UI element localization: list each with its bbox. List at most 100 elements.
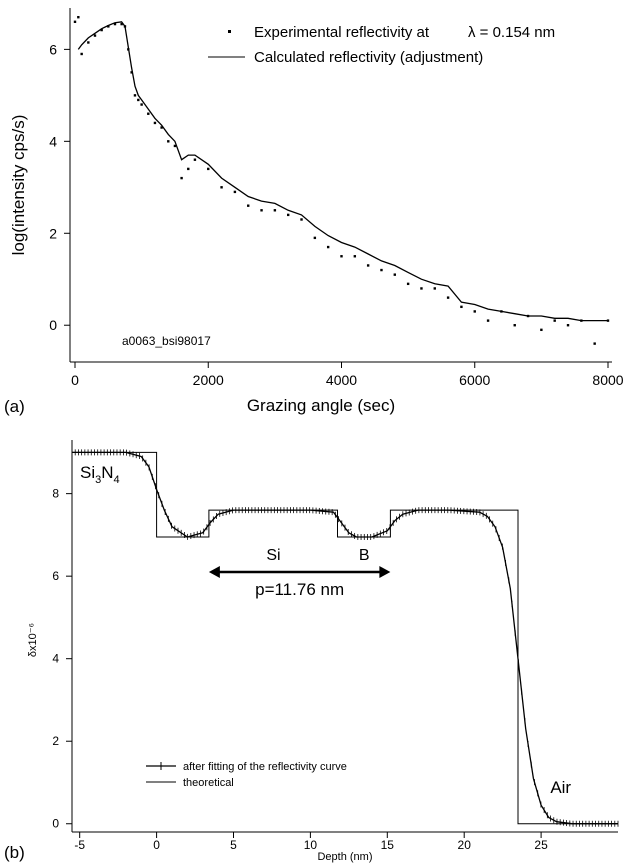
theoretical-series (72, 451, 618, 825)
chart-b-y-ticks: 0 2 4 6 8 (52, 487, 72, 831)
period-label: p=11.76 nm (255, 580, 344, 599)
chart-b-y-tick-label: 4 (52, 652, 59, 666)
experimental-reflectivity-series (73, 15, 610, 345)
experimental-point (593, 342, 596, 345)
period-arrow (208, 566, 391, 579)
experimental-point (353, 255, 357, 258)
chart-a-annotation: a0063_bsi98017 (122, 334, 211, 348)
calculated-reflectivity-series (77, 21, 608, 322)
experimental-point (500, 310, 503, 313)
legend-fit-label: after fitting of the reflectivity curve (183, 761, 347, 773)
experimental-point (300, 218, 303, 221)
chart-a-x-tick-label: 8000 (592, 372, 623, 388)
experimental-point (137, 98, 140, 102)
experimental-point (366, 264, 370, 267)
chart-a-x-tick-label: 4000 (326, 372, 357, 388)
period-arrow-left-head (208, 566, 220, 579)
experimental-point (406, 282, 410, 286)
experimental-point (340, 255, 343, 258)
experimental-point (160, 126, 163, 129)
b-layer-label: B (359, 547, 370, 564)
experimental-point (133, 94, 137, 97)
chart-b-x-ticks: -5 0 5 10 15 20 25 (74, 832, 548, 852)
experimental-point (606, 319, 610, 322)
chart-b-y-axis-label: δx10⁻⁶ (27, 623, 39, 657)
experimental-point (140, 103, 143, 106)
chart-a-x-tick-label: 0 (71, 372, 79, 388)
experimental-point (580, 319, 583, 322)
chart-b-x-tick-label: 10 (304, 838, 318, 852)
experimental-point (173, 144, 177, 148)
experimental-point (220, 186, 223, 189)
experimental-point (233, 190, 237, 194)
experimental-point (187, 167, 190, 171)
chart-b-x-tick-label: 15 (381, 838, 395, 852)
experimental-point (420, 287, 423, 290)
chart-b-y-tick-label: 2 (52, 734, 59, 748)
reflectivity-chart: 0 2000 4000 6000 8000 0 2 4 6 Experimental refl… (4, 8, 623, 416)
legend-calculated-label: Calculated reflectivity (adjustment) (254, 49, 483, 66)
legend-dot-marker (228, 30, 231, 33)
chart-a-y-tick-label: 6 (49, 41, 57, 57)
experimental-point (473, 310, 476, 313)
experimental-point (566, 324, 570, 327)
experimental-point (77, 15, 80, 19)
chart-b-y-tick-label: 0 (52, 817, 59, 831)
experimental-point (313, 236, 317, 240)
experimental-point (120, 22, 123, 26)
chart-b-x-tick-label: 25 (534, 838, 548, 852)
experimental-point (107, 25, 110, 28)
experimental-point (130, 71, 133, 74)
experimental-point (433, 287, 436, 290)
experimental-point (123, 25, 127, 28)
experimental-point (147, 112, 150, 115)
experimental-point (153, 121, 157, 125)
experimental-point (93, 34, 97, 37)
fitted-series (71, 449, 619, 827)
experimental-point (380, 268, 383, 272)
experimental-point (540, 328, 543, 332)
legend-theoretical-label: theoretical (183, 777, 234, 789)
experimental-point (73, 20, 77, 23)
experimental-point (180, 176, 183, 180)
experimental-point (80, 52, 83, 56)
experimental-point (167, 140, 170, 143)
chart-a-y-tick-label: 4 (49, 133, 57, 149)
experimental-point (193, 158, 197, 161)
si-layer-label: Si (266, 547, 280, 564)
experimental-point (393, 273, 396, 276)
chart-a-x-axis-label: Grazing angle (sec) (247, 396, 395, 415)
experimental-point (100, 28, 103, 32)
experimental-point (486, 319, 490, 322)
chart-b-panel-label: (b) (4, 843, 25, 862)
chart-b-x-tick-label: 5 (230, 838, 237, 852)
theoretical-line (72, 451, 618, 825)
experimental-point (260, 209, 263, 212)
chart-b-legend: after fitting of the reflectivity curve … (146, 761, 347, 789)
legend-wavelength-label: λ = 0.154 nm (468, 24, 555, 41)
air-label: Air (550, 778, 571, 797)
chart-a-y-axis-label: log(intensity cps/s) (9, 115, 28, 256)
si3n4-label: Si3N4 (80, 463, 120, 486)
experimental-point (87, 41, 90, 44)
chart-a-panel-label: (a) (4, 397, 25, 416)
experimental-point (326, 245, 330, 249)
experimental-point (127, 48, 130, 51)
chart-a-x-ticks: 0 2000 4000 6000 8000 (71, 362, 623, 388)
calculated-reflectivity-line (77, 21, 608, 322)
experimental-point (513, 324, 516, 327)
chart-a-y-tick-label: 2 (49, 225, 57, 241)
experimental-point (273, 209, 277, 212)
experimental-point (207, 167, 210, 171)
experimental-point (287, 213, 290, 217)
chart-b-x-tick-label: 20 (458, 838, 472, 852)
chart-a-y-tick-label: 0 (49, 317, 57, 333)
experimental-point (247, 204, 250, 207)
chart-a-y-ticks: 0 2 4 6 (49, 41, 70, 333)
period-arrow-right-head (379, 566, 391, 579)
chart-b-y-tick-label: 8 (52, 487, 59, 501)
chart-b-x-tick-label: 0 (153, 838, 160, 852)
chart-a-legend: Experimental reflectivity at λ = 0.154 n… (208, 24, 555, 66)
legend-experimental-label: Experimental reflectivity at (254, 24, 430, 41)
